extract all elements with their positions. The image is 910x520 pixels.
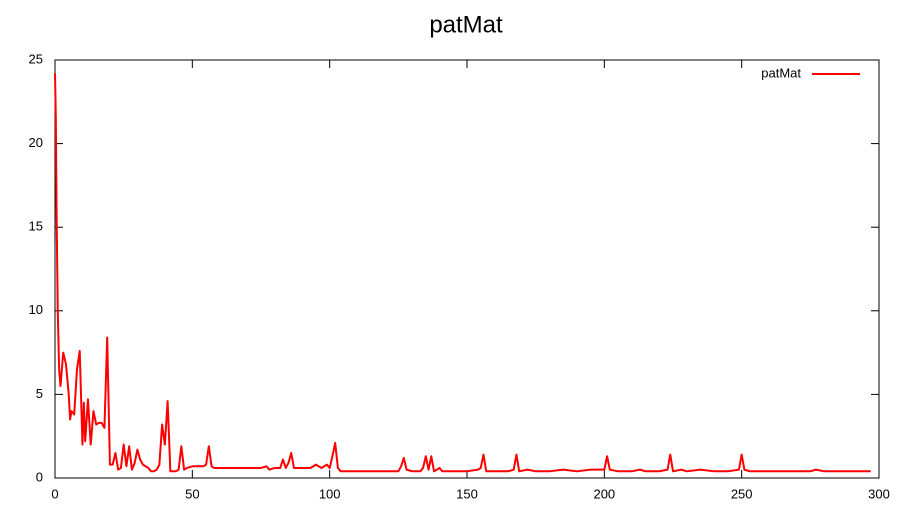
x-tick-label: 100 [319,486,341,501]
y-tick-label: 20 [29,135,43,150]
legend-label: patMat [761,65,801,80]
x-tick-label: 250 [731,486,753,501]
y-tick-label: 10 [29,302,43,317]
chart-title: patMat [429,11,503,38]
y-tick-label: 0 [36,469,43,484]
y-tick-label: 5 [36,386,43,401]
x-tick-label: 150 [456,486,478,501]
y-tick-label: 15 [29,219,43,234]
x-tick-label: 50 [185,486,199,501]
x-tick-label: 300 [868,486,890,501]
plot-frame [54,59,880,479]
x-tick-label: 0 [51,486,58,501]
y-tick-label: 25 [29,51,43,66]
data-line [54,73,871,473]
x-tick-label: 200 [593,486,615,501]
